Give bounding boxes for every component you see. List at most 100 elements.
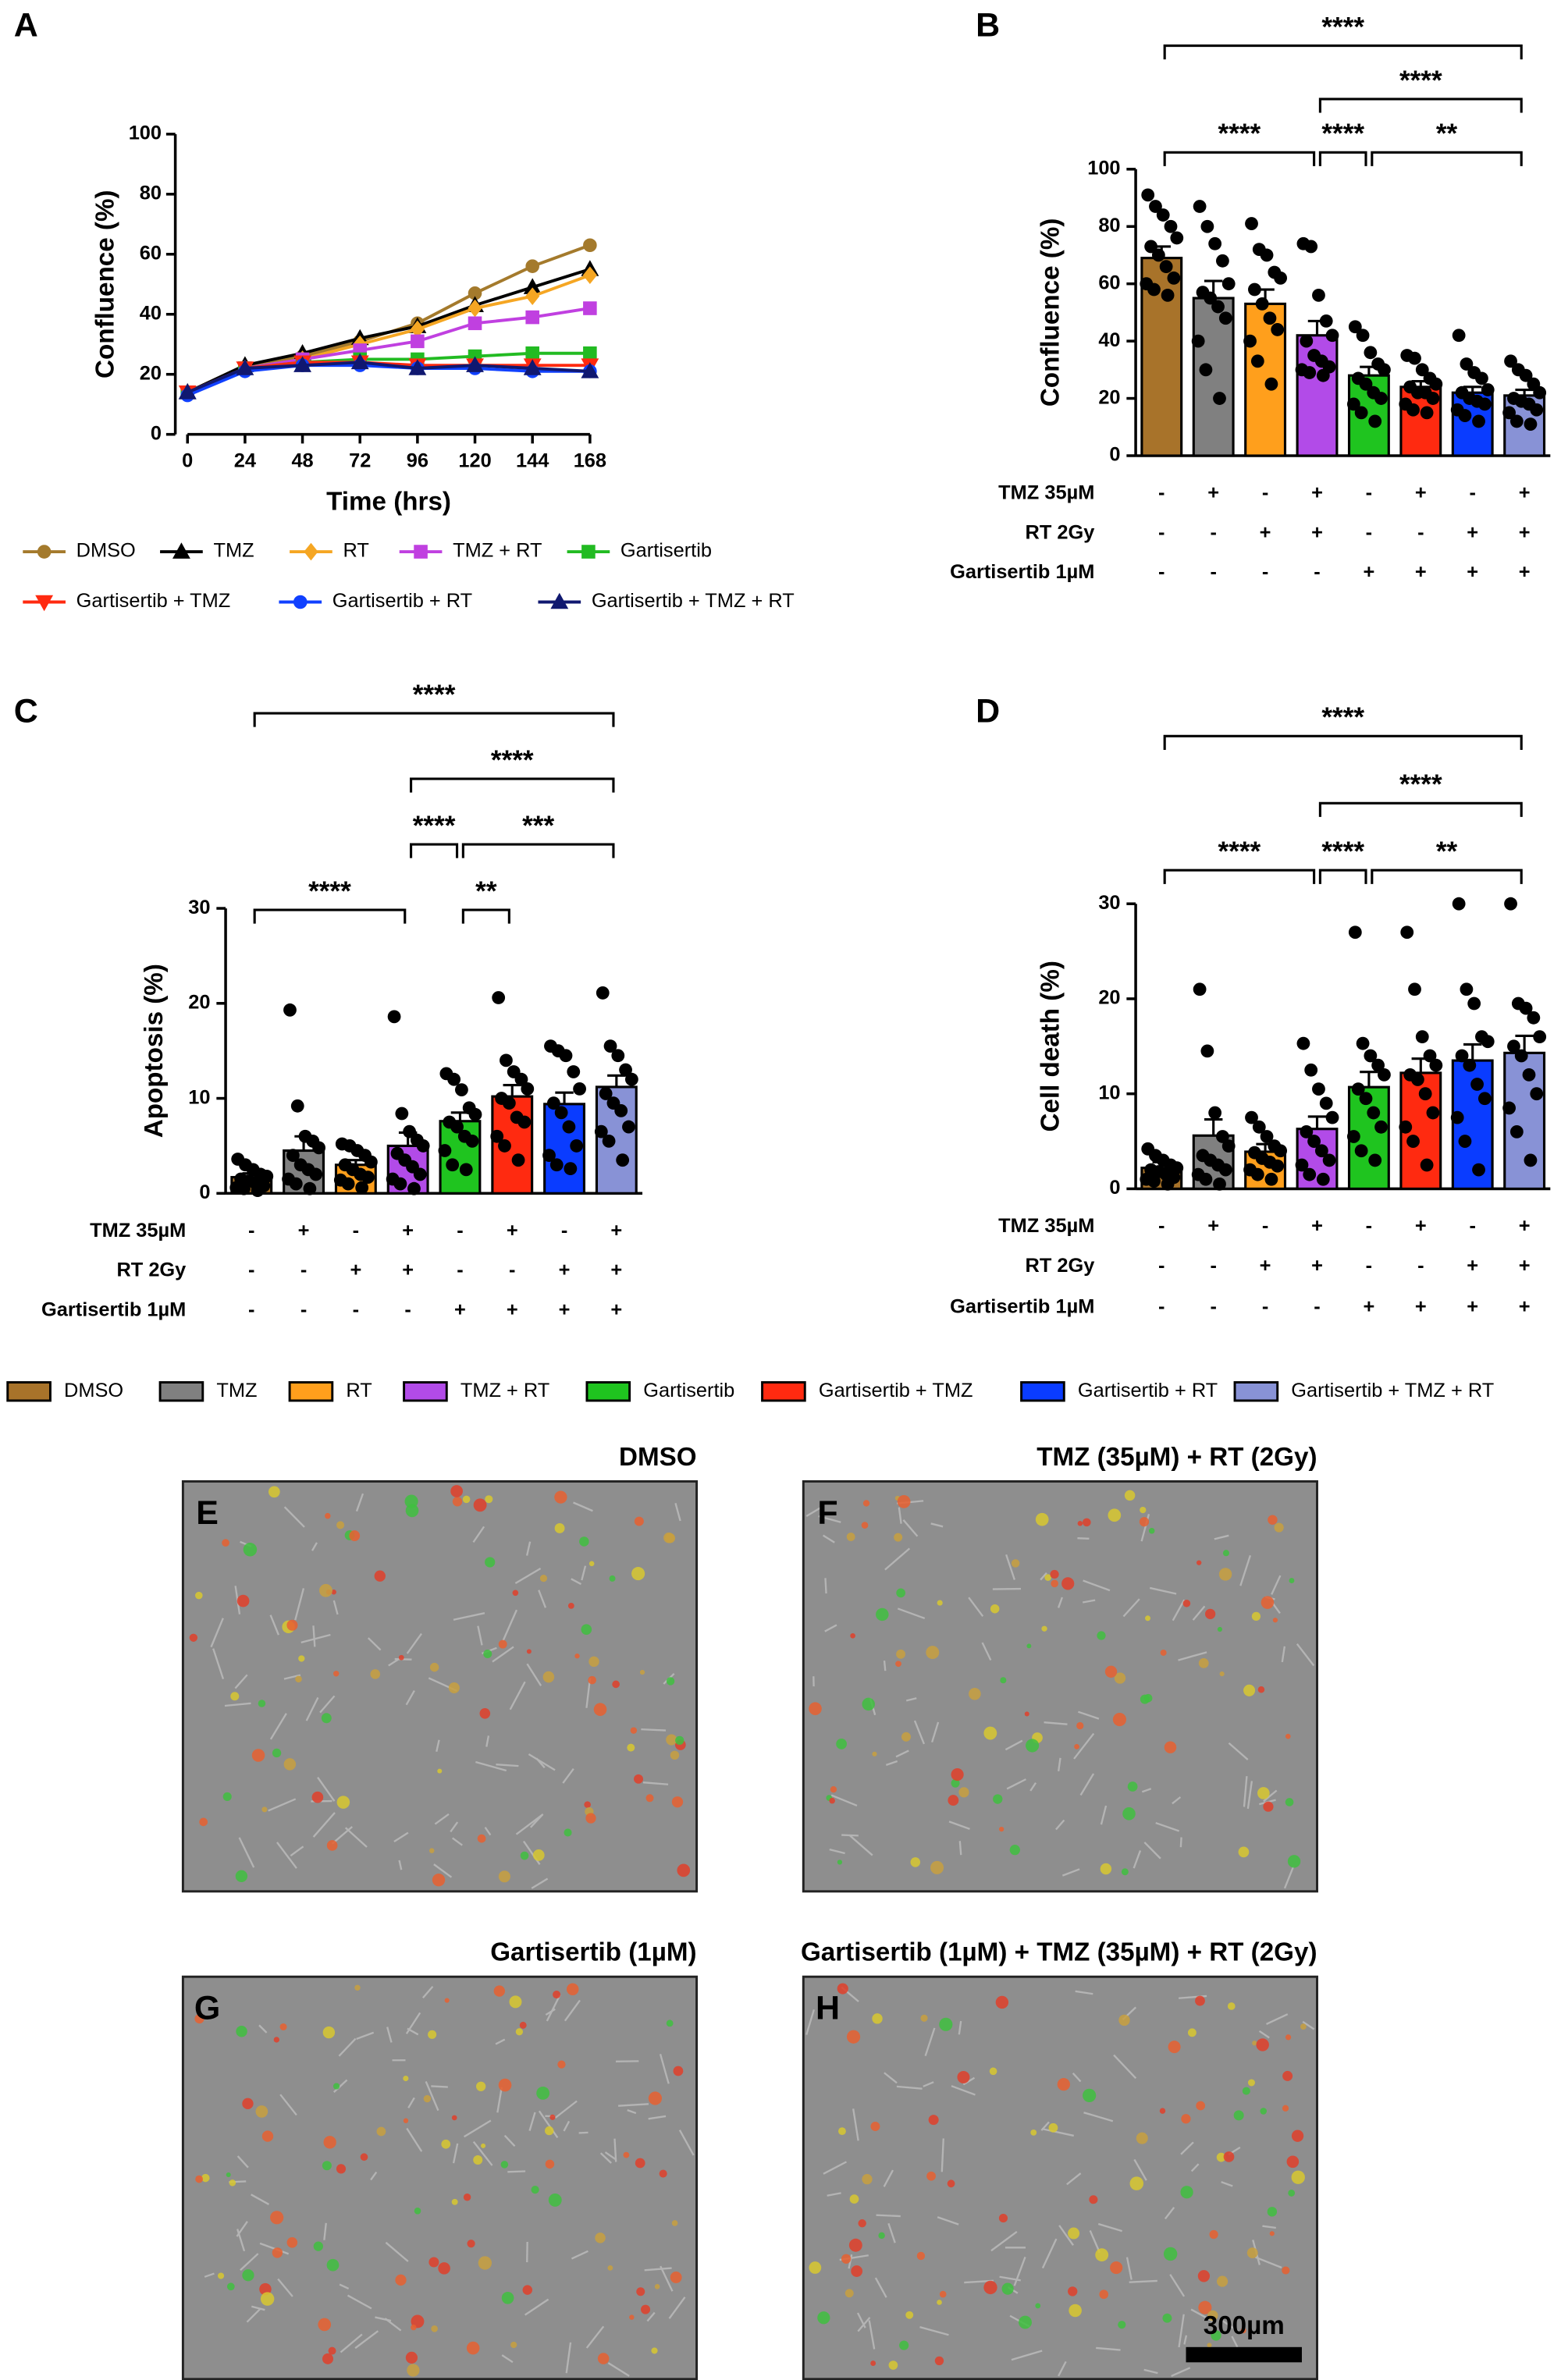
cell [236,1594,250,1607]
cell [666,2019,674,2027]
data-point [1319,314,1333,328]
cell-process [1143,2368,1158,2375]
cell [336,2164,347,2174]
data-point [1450,1110,1464,1124]
y-tick-label: 20 [1098,386,1120,408]
cell [545,2159,555,2169]
legend-swatch [288,1381,334,1402]
cell-process [434,1813,450,1825]
cell [370,1669,381,1679]
cell [1050,1569,1059,1579]
significance-label: **** [1218,119,1261,149]
cell-process [425,2080,439,2112]
cell [444,1998,450,2003]
legend-swatch [6,1381,52,1402]
cell [313,2241,323,2251]
error-bar [1307,1115,1327,1129]
series-marker [350,353,369,370]
panel-letter: B [976,7,1000,44]
data-point [1346,397,1360,411]
y-tick-label: 10 [188,1086,210,1108]
cell [229,2179,236,2186]
y-tick-label: 40 [140,302,162,324]
cell [630,1727,638,1734]
cell [937,1600,943,1606]
treatment-mark: + [610,1259,622,1281]
significance-label: ** [1436,119,1458,149]
cell [481,2143,486,2148]
cell [423,2094,432,2103]
cell [1260,2108,1268,2115]
cell [199,1817,208,1827]
cell [1122,1807,1136,1821]
data-point [1504,354,1517,368]
cell-process [1239,1554,1252,1586]
cell [581,1624,592,1636]
cell-process [1141,1788,1152,1793]
cell [328,2346,336,2355]
legend-marker [37,545,52,559]
data-point [1346,1130,1360,1143]
cell-process [674,1502,681,1522]
treatment-mark: + [559,1259,571,1281]
data-point [1307,1135,1321,1148]
cell-process [1231,2336,1239,2348]
data-point [1371,1058,1385,1072]
data-point [517,1115,532,1129]
data-point [1463,1058,1477,1072]
cell-process [565,2342,572,2374]
cell [1261,1596,1275,1609]
data-point [596,986,610,1000]
cell-process [1041,2238,1058,2269]
cell-process [1005,1739,1023,1751]
cell-process [1133,1850,1142,1869]
data-point [1400,925,1414,940]
data-point [1502,406,1516,420]
cell [1076,1721,1084,1730]
cell [951,1778,960,1788]
data-point [1378,1067,1391,1082]
series-marker [581,362,599,378]
series-marker [178,382,197,400]
cell [817,2311,830,2325]
cell [311,1791,324,1803]
treatment-mark: - [353,1298,359,1320]
series-marker [525,259,539,273]
cell [993,1794,1003,1804]
cell [1217,2275,1229,2287]
cell [1257,1686,1265,1693]
data-point [459,1163,473,1177]
cell-process [962,2076,976,2086]
data-point [1250,1167,1264,1181]
cell-process [294,1588,305,1621]
cell-process [1113,2054,1137,2080]
series-marker [582,266,597,285]
data-point [1367,1106,1381,1120]
data-point [1524,417,1538,431]
data-point [599,1087,613,1100]
cell-process [1149,1586,1177,1595]
cell [1196,1560,1202,1565]
cell [1083,2088,1097,2102]
cell [896,1588,905,1598]
data-point [364,1155,378,1169]
cell [926,1646,940,1660]
data-point [1452,897,1466,911]
data-point [611,1049,625,1063]
cell [845,2289,854,2298]
cell-process [406,2127,423,2152]
treatment-mark: - [1262,1215,1268,1237]
data-point [438,1144,452,1157]
cell [1218,1568,1232,1581]
cell-process [613,2138,617,2162]
cell-process [1263,1789,1278,1803]
x-tick-label: 0 [182,450,193,472]
cell-process [852,2108,859,2141]
cell [564,1828,572,1837]
data-point [1429,377,1443,391]
treatment-mark: - [457,1220,463,1242]
data-point [1300,1124,1314,1138]
cell-process [931,1721,940,1743]
data-point [564,1162,578,1176]
cell [1272,1618,1278,1623]
